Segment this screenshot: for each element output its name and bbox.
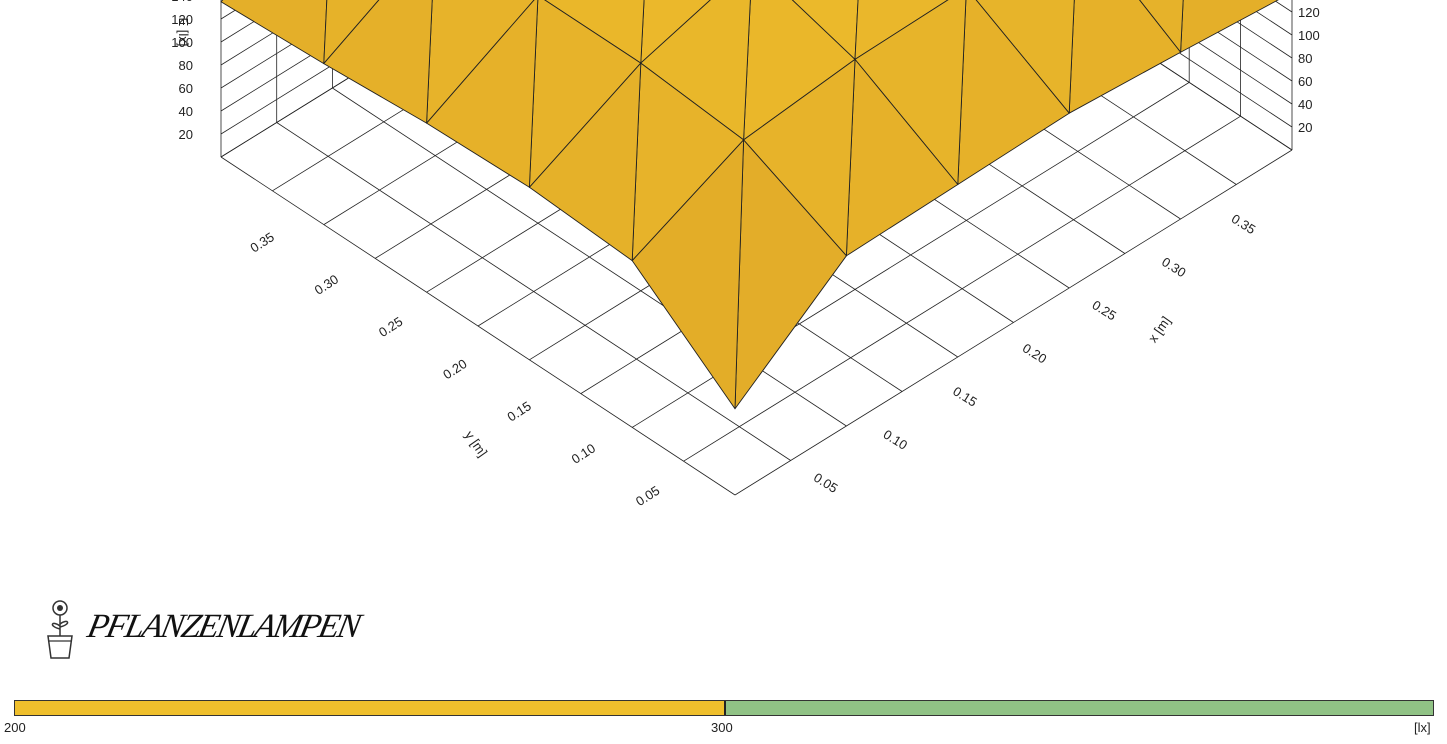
x-tick-label: 0.05 (811, 470, 840, 496)
color-scale-segment-high (726, 701, 1433, 715)
y-axis-title: y [m] (462, 428, 490, 460)
z-tick-label-right: 80 (1298, 51, 1312, 66)
x-tick-label: 0.30 (1159, 254, 1188, 280)
surface-facet (528, 62, 642, 262)
z-tick-label-right: 60 (1298, 74, 1312, 89)
surface (220, 0, 1279, 410)
color-scale-segment-low (15, 701, 726, 715)
logo (40, 596, 330, 660)
z-axis-title: E [lx] (176, 18, 191, 47)
surface-facet (323, 0, 433, 124)
z-tick-label-right: 120 (1298, 5, 1320, 20)
y-tick-label: 0.30 (312, 271, 341, 297)
wall-gridline (1063, 0, 1293, 151)
wall-gridline (220, 0, 439, 135)
z-tick-label-left: 80 (179, 58, 193, 73)
x-tick-label: 0.15 (950, 383, 979, 409)
scale-label-unit: [lx] (1414, 720, 1431, 735)
y-tick-label: 0.25 (376, 314, 405, 340)
z-tick-label-right: 100 (1298, 28, 1320, 43)
z-tick-label-left: 100 (171, 35, 193, 50)
surface-facet (220, 0, 328, 65)
surface-facet (1180, 0, 1279, 53)
y-tick-label: 0.35 (247, 229, 276, 255)
scale-label-200: 200 (4, 720, 26, 735)
z-tick-label-left: 20 (179, 127, 193, 142)
axis-labels: 2020404060608080100100120120140140160160… (171, 0, 1319, 509)
wall-gridline (1098, 0, 1293, 128)
y-tick-label: 0.20 (440, 356, 469, 382)
wall-gridline (220, 0, 476, 158)
surface-facet (426, 0, 539, 188)
x-tick-label: 0.35 (1229, 211, 1258, 237)
z-tick-label-right: 40 (1298, 97, 1312, 112)
surface-facet (631, 139, 745, 410)
x-tick-label: 0.25 (1090, 297, 1119, 323)
x-tick-label: 0.20 (1020, 340, 1049, 366)
z-tick-label-left: 120 (171, 12, 193, 27)
surface-facet (1138, 0, 1184, 53)
flower-pot-icon (47, 600, 73, 659)
scale-label-300: 300 (711, 720, 733, 735)
color-scale-bar (14, 700, 1434, 716)
x-tick-label: 0.10 (881, 427, 910, 453)
x-axis-title: x [m] (1145, 314, 1173, 346)
z-tick-label-left: 60 (179, 81, 193, 96)
y-tick-label: 0.15 (504, 398, 533, 424)
z-tick-label-right: 20 (1298, 120, 1312, 135)
z-tick-label-left: 140 (171, 0, 193, 4)
y-tick-label: 0.05 (633, 483, 662, 509)
logo-text: PFLANZENLAMPEN (84, 608, 363, 645)
y-tick-label: 0.10 (569, 440, 598, 466)
z-tick-label-left: 40 (179, 104, 193, 119)
wall-gridline (1133, 0, 1293, 105)
